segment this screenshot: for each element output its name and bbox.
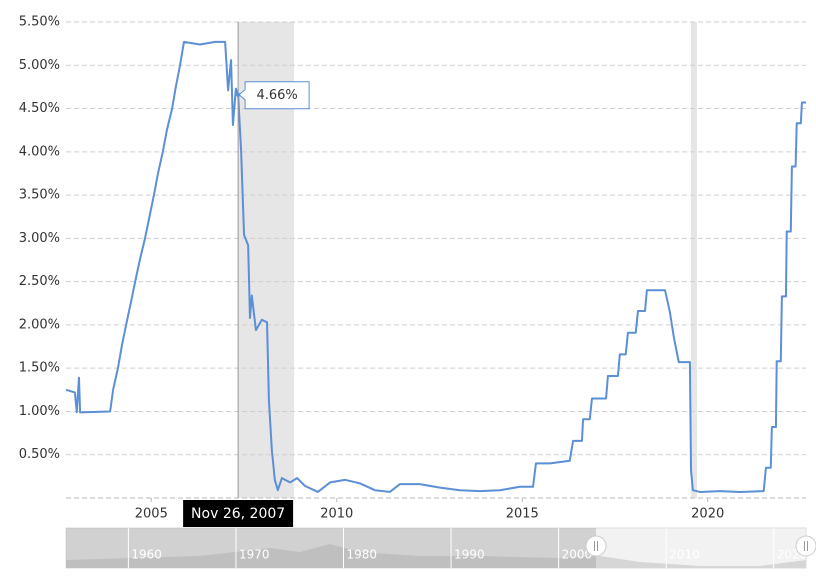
tooltip-value: 4.66%: [256, 88, 297, 103]
tooltip: 4.66% Nov 26, 2007: [183, 22, 310, 527]
y-tick-label: 0.50%: [19, 447, 60, 462]
date-box: [183, 500, 294, 527]
y-tick-label: 5.00%: [19, 58, 60, 73]
navigator-handle[interactable]: [585, 535, 607, 557]
navigator-label: 2000: [562, 548, 593, 562]
x-tick-label: 2015: [506, 507, 539, 522]
tooltip-box: [238, 81, 310, 110]
plot: [65, 40, 806, 493]
y-tick-label: 2.50%: [19, 274, 60, 289]
y-tick-label: 1.00%: [19, 404, 60, 419]
tooltip-date: Nov 26, 2007: [191, 506, 285, 522]
navigator-label: 1960: [131, 548, 162, 562]
grid: 0.50% 1.00% 1.50% 2.00% 2.50% 3.00% 3.50% 4.00%…: [19, 15, 806, 522]
recession-band: [691, 22, 697, 498]
x-tick-label: 2005: [135, 507, 168, 522]
handle-knob: [585, 535, 607, 557]
y-tick-label: 4.00%: [19, 144, 60, 159]
navigator-label: 1970: [239, 548, 270, 562]
navigator-label: 1980: [347, 548, 378, 562]
navigator-series: [66, 544, 806, 568]
handle-knob: [795, 535, 816, 557]
y-tick-label: 1.50%: [19, 361, 60, 376]
y-tick-label: 2.00%: [19, 317, 60, 332]
navigator-label: 2010: [669, 548, 700, 562]
rate-line: [65, 40, 806, 493]
navigator-mask: [66, 528, 596, 568]
tooltip-point: [236, 92, 241, 97]
navigator-label: 1990: [454, 548, 485, 562]
y-tick-label: 5.50%: [19, 15, 60, 30]
x-tick-label: 2020: [691, 507, 724, 522]
y-tick-label: 3.00%: [19, 231, 60, 246]
x-tick-label: 2010: [320, 507, 353, 522]
navigator[interactable]: 1960 1970 1980 1990 2000 2010 2020: [65, 527, 816, 569]
y-tick-label: 3.50%: [19, 188, 60, 203]
y-tick-label: 4.50%: [19, 101, 60, 116]
navigator-handle[interactable]: [795, 535, 816, 557]
